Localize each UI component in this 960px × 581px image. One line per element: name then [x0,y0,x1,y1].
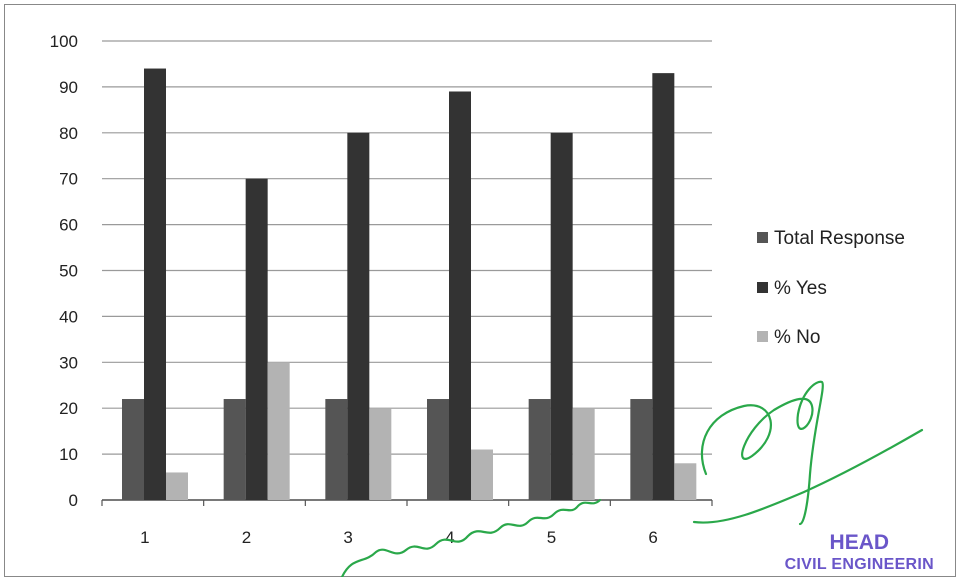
bar-chart: 0 10 20 30 40 50 60 70 80 90 100 1 2 3 4 5 6 Total Resp… [4,4,956,577]
bar-1-2 [223,399,246,500]
y-axis-ticks: 0 10 20 30 40 50 60 70 80 90 100 [50,32,78,510]
bar-2-2 [245,178,268,500]
bar-1-6 [630,399,653,500]
legend: Total Response % Yes % No [757,228,905,348]
bar-2-6 [652,73,675,500]
bar-2-5 [550,132,573,501]
legend-label-3: % No [774,327,820,348]
x-tick-label: 6 [648,528,657,547]
bar-3-3 [369,408,392,500]
y-tick-label: 80 [59,124,78,143]
bar-2-1 [144,68,166,500]
x-tick-label: 4 [445,528,454,547]
y-tick-label: 50 [59,262,78,281]
stamp-line-1: HEAD [829,531,890,554]
y-tick-label: 70 [59,170,78,189]
y-tick-label: 40 [59,307,78,326]
legend-swatch-2 [757,282,768,293]
y-tick-label: 20 [59,399,78,418]
y-tick-label: 100 [50,32,78,51]
bar-3-6 [674,463,697,500]
bars [122,68,697,501]
bar-2-3 [347,132,370,501]
bar-1-5 [528,399,551,500]
bar-1-1 [122,399,144,500]
bar-1-4 [427,399,449,500]
x-tick-label: 5 [547,528,556,547]
department-stamp: HEAD CIVIL ENGINEERIN [785,532,934,573]
x-tick-label: 1 [140,528,149,547]
legend-swatch-1 [757,232,768,243]
signature-right [692,380,924,526]
bar-3-5 [572,408,595,500]
legend-swatch-3 [757,331,768,342]
y-tick-label: 30 [59,353,78,372]
bar-3-1 [166,472,188,500]
legend-label-2: % Yes [774,278,827,299]
bar-3-4 [471,449,493,500]
signature-left [340,498,602,577]
y-tick-label: 0 [69,491,78,510]
y-tick-label: 10 [59,445,78,464]
bar-2-4 [449,91,471,501]
legend-label-1: Total Response [774,228,905,249]
x-axis-ticks: 1 2 3 4 5 6 [101,500,713,547]
bar-1-3 [325,399,348,500]
gridlines [102,40,712,501]
chart-frame: 0 10 20 30 40 50 60 70 80 90 100 1 2 3 4 5 6 Total Resp… [4,4,956,577]
bar-3-2 [267,362,290,500]
x-tick-label: 3 [343,528,352,547]
stamp-line-2: CIVIL ENGINEERIN [784,556,934,573]
x-tick-label: 2 [242,528,251,547]
signatures [340,380,924,577]
chart-border [4,4,956,577]
y-tick-label: 90 [59,78,78,97]
y-tick-label: 60 [59,216,78,235]
